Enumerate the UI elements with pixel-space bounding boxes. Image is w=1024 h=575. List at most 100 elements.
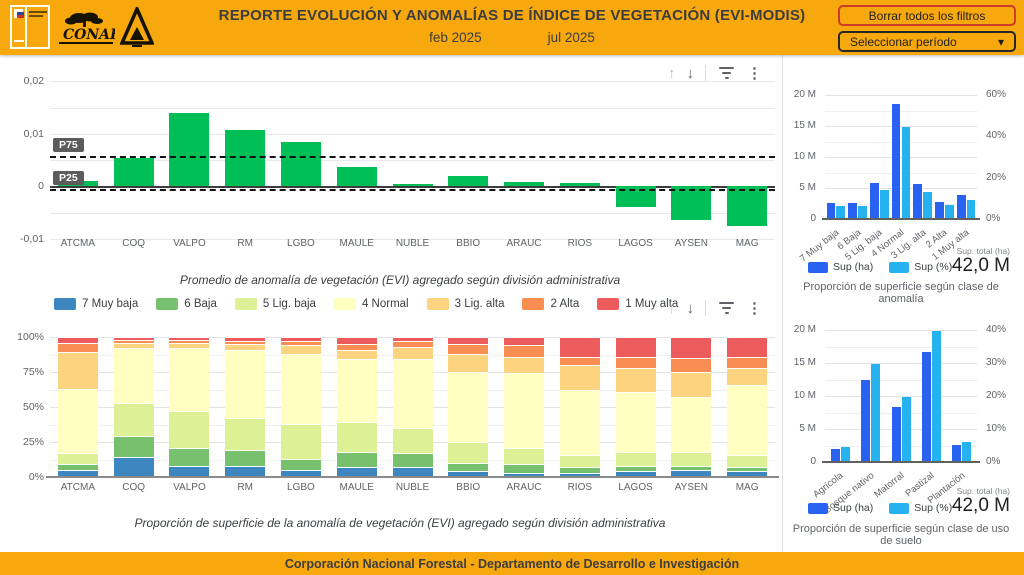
stack-segment[interactable]: [169, 465, 210, 477]
bar-LAGOS[interactable]: [615, 186, 656, 208]
stack-segment[interactable]: [113, 348, 154, 403]
stack-segment[interactable]: [392, 428, 433, 454]
arrow-down-icon[interactable]: ↓: [686, 299, 695, 317]
bar-MAG[interactable]: [727, 186, 768, 227]
arrow-down-icon[interactable]: ↓: [686, 64, 695, 82]
bar-pct-Matorral[interactable]: [901, 396, 911, 462]
stack-segment[interactable]: [559, 356, 600, 365]
bar-pct-7 Muy baja[interactable]: [836, 206, 846, 219]
bar-ARAUC[interactable]: [504, 182, 545, 187]
clear-filters-button[interactable]: Borrar todos los filtros: [838, 5, 1016, 26]
stack-segment[interactable]: [57, 388, 98, 454]
bar-AYSEN[interactable]: [671, 186, 712, 220]
stack-segment[interactable]: [504, 373, 545, 448]
stack-segment[interactable]: [392, 341, 433, 347]
bar-ha-3 Lig. alta[interactable]: [913, 184, 923, 219]
bar-ha-2 Alta[interactable]: [935, 201, 944, 219]
stack-segment[interactable]: [727, 471, 768, 477]
stack-segment[interactable]: [559, 467, 600, 473]
stack-segment[interactable]: [615, 356, 656, 368]
stack-segment[interactable]: [113, 342, 154, 349]
stack-segment[interactable]: [336, 349, 377, 360]
stack-segment[interactable]: [169, 447, 210, 466]
stack-segment[interactable]: [671, 358, 712, 372]
stack-segment[interactable]: [57, 464, 98, 470]
bar-pct-Pastizal[interactable]: [931, 330, 941, 462]
stack-segment[interactable]: [727, 367, 768, 385]
bar-pct-3 Lig. alta[interactable]: [923, 191, 933, 219]
stack-segment[interactable]: [504, 447, 545, 465]
stack-segment[interactable]: [671, 451, 712, 466]
stack-segment[interactable]: [280, 458, 321, 470]
stack-segment[interactable]: [448, 353, 489, 372]
stack-segment[interactable]: [225, 418, 266, 451]
stack-segment[interactable]: [336, 422, 377, 452]
stack-segment[interactable]: [559, 472, 600, 477]
stack-segment[interactable]: [225, 450, 266, 466]
arrow-up-icon[interactable]: ↑: [668, 299, 676, 317]
stack-segment[interactable]: [225, 337, 266, 341]
filter-icon[interactable]: [717, 300, 736, 316]
stack-segment[interactable]: [615, 471, 656, 477]
bar-ha-7 Muy baja[interactable]: [826, 202, 836, 219]
bar-pct-6 Baja[interactable]: [858, 206, 867, 219]
arrow-up-icon[interactable]: ↑: [668, 64, 676, 82]
stack-segment[interactable]: [615, 391, 656, 452]
bar-ha-Agrícola[interactable]: [830, 449, 840, 462]
bar-ha-5 Lig. baja[interactable]: [869, 183, 879, 219]
stack-segment[interactable]: [57, 470, 98, 477]
stack-segment[interactable]: [671, 372, 712, 398]
bar-ha-Bosque nativo[interactable]: [861, 379, 871, 462]
stack-segment[interactable]: [727, 337, 768, 357]
stack-segment[interactable]: [504, 464, 545, 473]
stack-segment[interactable]: [727, 454, 768, 468]
bar-VALPO[interactable]: [169, 112, 210, 187]
bar-pct-4 Normal[interactable]: [901, 127, 911, 219]
bar-pct-Bosque nativo[interactable]: [871, 363, 881, 462]
bar-pct-Agrícola[interactable]: [840, 447, 850, 462]
stack-segment[interactable]: [392, 346, 433, 360]
bar-pct-Plantación[interactable]: [962, 441, 972, 462]
stack-segment[interactable]: [280, 423, 321, 459]
stack-segment[interactable]: [169, 342, 210, 349]
stack-segment[interactable]: [727, 384, 768, 455]
stack-segment[interactable]: [671, 470, 712, 477]
stack-segment[interactable]: [169, 339, 210, 343]
stack-segment[interactable]: [336, 451, 377, 468]
bar-MAULE[interactable]: [336, 166, 377, 187]
stack-segment[interactable]: [448, 344, 489, 354]
stack-segment[interactable]: [615, 451, 656, 466]
stack-segment[interactable]: [671, 337, 712, 358]
stack-segment[interactable]: [280, 341, 321, 346]
stack-segment[interactable]: [57, 352, 98, 389]
bar-BBIO[interactable]: [448, 175, 489, 187]
stack-segment[interactable]: [727, 356, 768, 368]
stack-segment[interactable]: [113, 457, 154, 477]
stack-segment[interactable]: [336, 359, 377, 423]
stack-segment[interactable]: [225, 465, 266, 477]
stack-segment[interactable]: [280, 345, 321, 354]
stack-segment[interactable]: [559, 390, 600, 455]
stack-segment[interactable]: [504, 337, 545, 346]
bar-ha-4 Normal[interactable]: [891, 103, 901, 219]
bar-ha-Matorral[interactable]: [891, 407, 901, 462]
stack-segment[interactable]: [671, 465, 712, 470]
stack-segment[interactable]: [169, 337, 210, 340]
bar-ha-1 Muy alta[interactable]: [956, 194, 966, 219]
stack-segment[interactable]: [113, 402, 154, 437]
stack-segment[interactable]: [57, 453, 98, 465]
stack-segment[interactable]: [280, 470, 321, 477]
stack-segment[interactable]: [727, 467, 768, 472]
stack-segment[interactable]: [169, 411, 210, 448]
stack-segment[interactable]: [57, 337, 98, 343]
stack-segment[interactable]: [225, 344, 266, 350]
stack-segment[interactable]: [504, 472, 545, 477]
stack-segment[interactable]: [113, 436, 154, 458]
stack-segment[interactable]: [448, 463, 489, 472]
bar-ha-Plantación[interactable]: [952, 444, 962, 462]
stack-segment[interactable]: [448, 442, 489, 463]
bar-pct-1 Muy alta[interactable]: [966, 199, 976, 219]
stack-segment[interactable]: [336, 337, 377, 344]
stack-segment[interactable]: [336, 344, 377, 350]
stack-segment[interactable]: [336, 467, 377, 477]
